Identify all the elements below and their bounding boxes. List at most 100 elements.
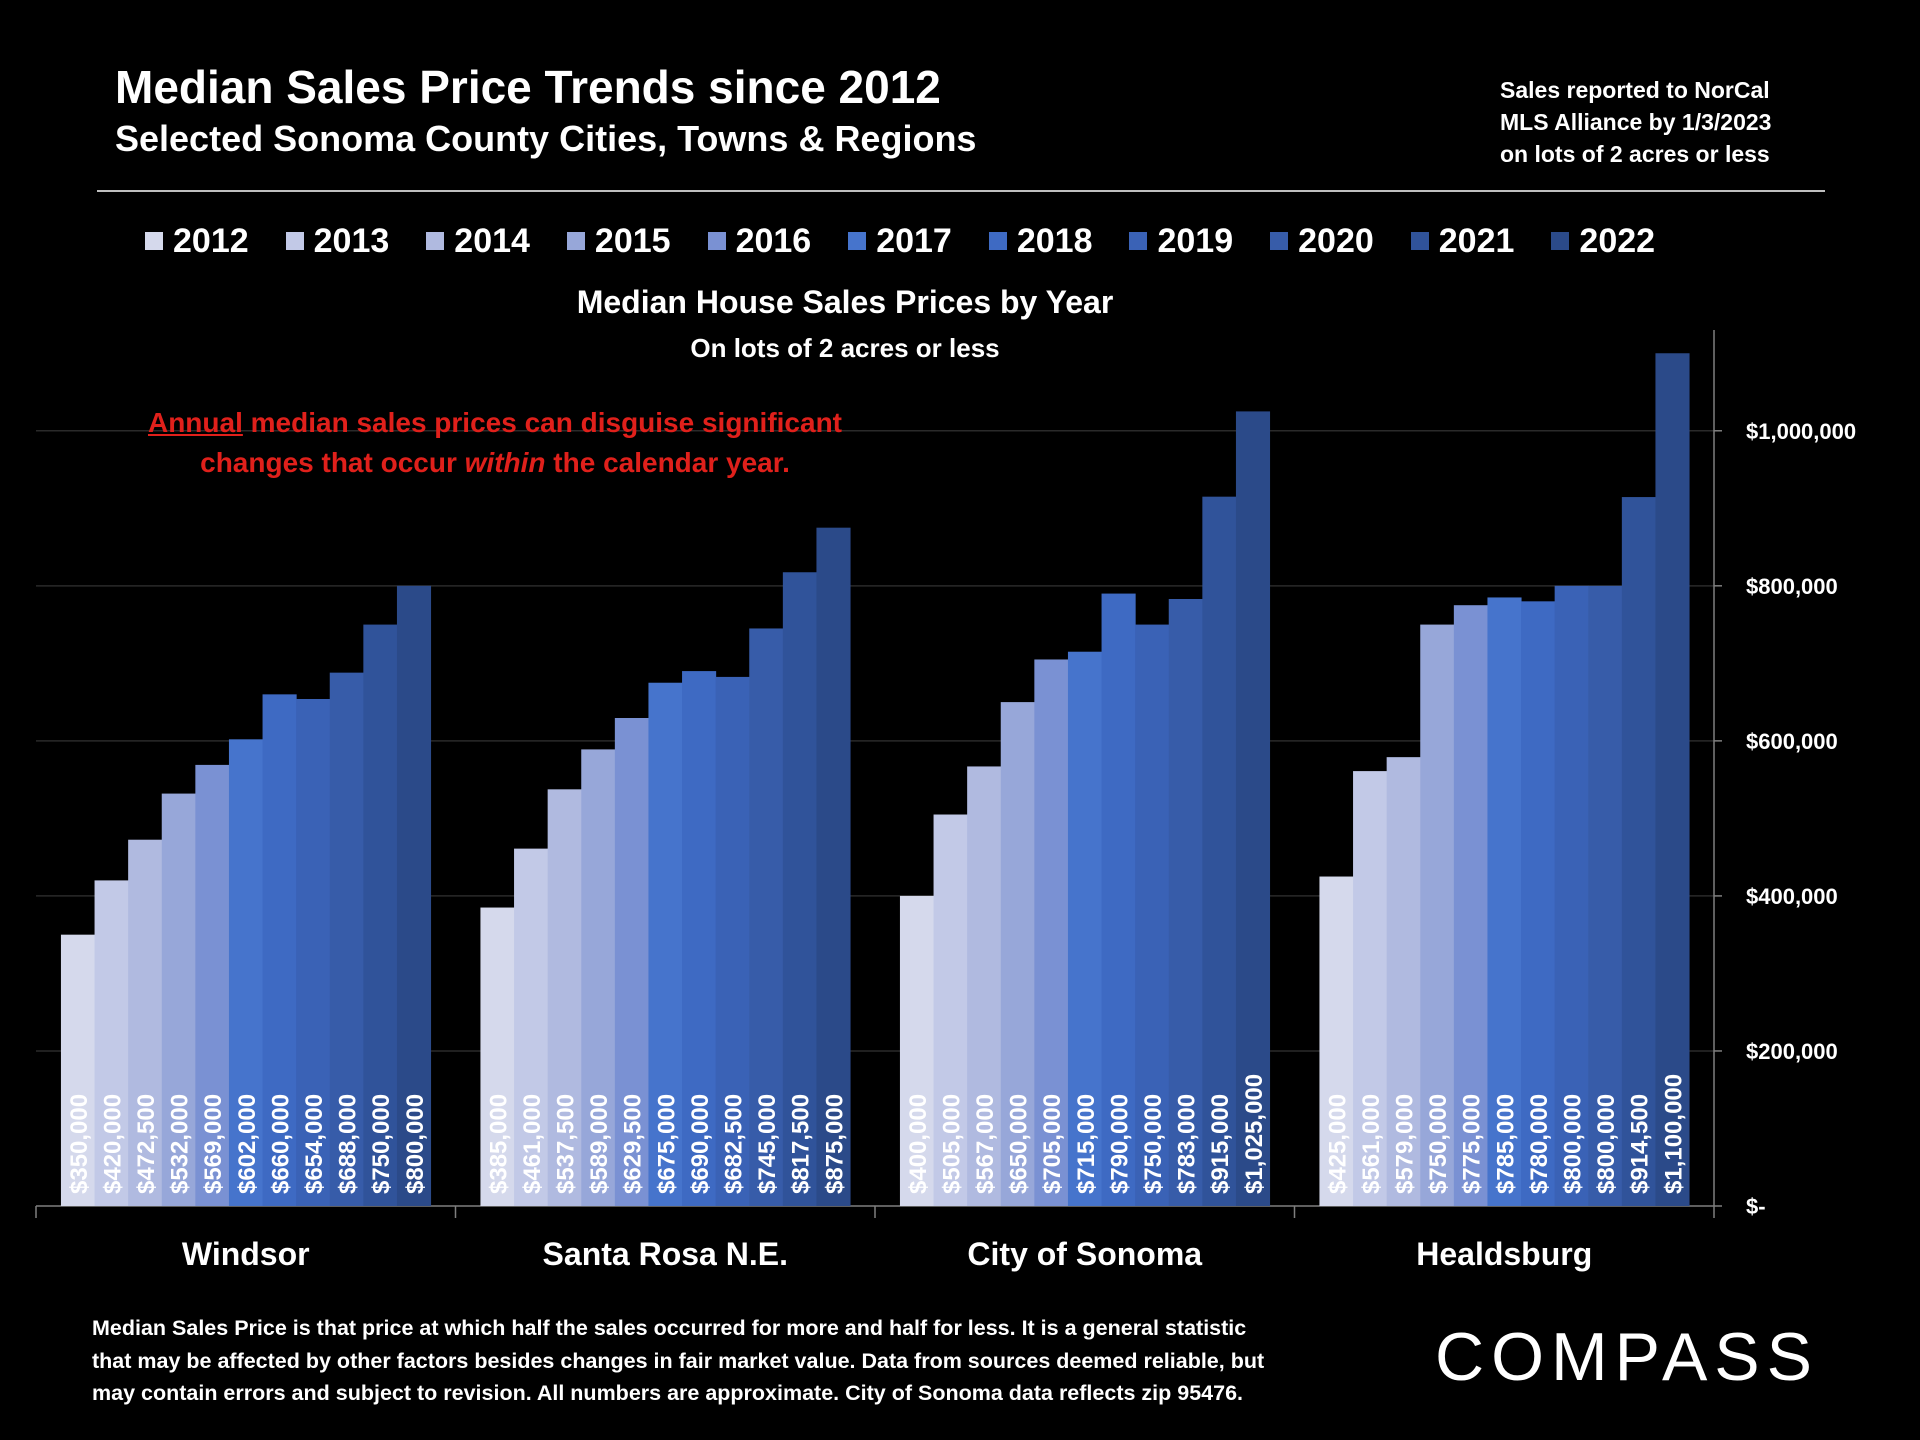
legend-label: 2020 [1298,221,1374,260]
bar-2017 [1067,651,1103,1206]
bar-2018 [1101,593,1136,1206]
legend-label: 2019 [1157,221,1234,260]
bar-2016 [1034,659,1069,1206]
chart-annotation: Annual median sales prices can disguise … [130,403,860,483]
data-label: $461,000 [519,1094,546,1194]
bar-2019 [1554,585,1589,1206]
bar-2022 [396,585,432,1206]
legend-swatch [285,232,304,250]
data-label: $682,500 [720,1094,747,1194]
bar-2012 [480,907,515,1206]
bar-2020 [1588,585,1623,1206]
source-line: on lots of 2 acres or less [1500,141,1770,167]
data-label: $800,000 [1559,1094,1586,1194]
data-label: $589,000 [586,1094,613,1194]
data-label: $1,025,000 [1241,1074,1268,1194]
bar-2015 [581,749,616,1206]
bar-2016 [614,717,649,1206]
data-label: $715,000 [1073,1094,1100,1194]
bar-2014 [1386,757,1421,1206]
annotation-text: the calendar year. [545,447,790,478]
category-label: Santa Rosa N.E. [543,1236,788,1272]
bar-2016 [195,764,230,1206]
page-title: Median Sales Price Trends since 2012 [115,61,941,113]
data-label: $750,000 [1140,1094,1167,1194]
data-label: $785,000 [1492,1094,1519,1194]
legend-item: 2020 [1270,222,1374,261]
bar-2022 [1235,411,1271,1207]
data-label: $750,000 [368,1094,395,1194]
category-label: City of Sonoma [967,1236,1202,1272]
legend-item: 2022 [1551,222,1655,261]
data-label: $350,000 [66,1094,93,1194]
bar-2019 [715,676,750,1206]
data-label: $800,000 [1593,1094,1620,1194]
legend-item: 2019 [1129,222,1233,261]
bar-2021 [1621,497,1656,1206]
data-label: $750,000 [1425,1094,1452,1194]
bar-2021 [1202,496,1237,1206]
data-label: $650,000 [1006,1094,1033,1194]
data-label: $505,000 [938,1094,965,1194]
bar-2022 [1655,353,1690,1207]
legend-swatch [988,232,1007,250]
data-label: $425,000 [1324,1094,1351,1194]
legend-swatch [1410,232,1429,250]
legend-swatch [1551,232,1570,250]
data-label: $654,000 [301,1094,328,1194]
legend-item: 2014 [426,222,530,261]
data-label: $561,000 [1358,1094,1385,1194]
data-label: $629,500 [620,1094,647,1194]
source-line: Sales reported to NorCal [1500,77,1770,103]
bar-2020 [749,628,784,1206]
data-label: $817,500 [788,1094,815,1194]
data-label: $660,000 [267,1094,294,1194]
bar-2013 [1353,771,1388,1206]
data-label: $569,000 [200,1094,227,1194]
y-tick-label: $200,000 [1746,1039,1838,1064]
bar-2017 [648,682,683,1206]
legend-label: 2017 [876,221,952,260]
data-label: $400,000 [905,1094,932,1194]
bar-2017 [228,739,264,1206]
data-label: $745,000 [754,1094,781,1194]
bar-2014 [128,839,163,1206]
bar-2022 [816,527,851,1206]
data-label: $472,500 [133,1094,160,1194]
y-tick-label: $- [1746,1194,1766,1219]
bar-2018 [682,671,717,1206]
data-label: $567,000 [972,1094,999,1194]
data-label: $579,000 [1391,1094,1418,1194]
data-label: $790,000 [1106,1094,1133,1194]
legend-label: 2012 [173,221,249,260]
bar-2015 [161,793,196,1206]
data-label: $537,500 [552,1094,579,1194]
bar-2014 [547,789,582,1206]
data-label: $675,000 [653,1094,680,1194]
data-label: $783,000 [1174,1094,1201,1194]
data-label: $688,000 [335,1094,362,1194]
data-label: $914,500 [1627,1094,1654,1194]
y-tick-label: $600,000 [1746,729,1838,754]
data-label: $705,000 [1039,1094,1066,1194]
legend-swatch [1270,232,1289,250]
y-tick-label: $800,000 [1746,574,1838,599]
legend-swatch [707,232,726,250]
footnote-line: Median Sales Price is that price at whic… [92,1316,1247,1340]
footnote: Median Sales Price is that price at whic… [92,1312,1382,1410]
bar-2012 [899,895,935,1206]
data-label: $915,000 [1207,1094,1234,1194]
bar-2017 [1487,597,1522,1206]
bar-2013 [514,848,549,1206]
chart-legend: 2012 2013 2014 2015 2016 2017 2018 2019 2020 2021… [145,218,1692,264]
data-label: $1,100,000 [1660,1074,1687,1194]
bar-2016 [1453,605,1488,1206]
data-label: $775,000 [1459,1094,1486,1194]
data-label: $690,000 [687,1094,714,1194]
source-line: MLS Alliance by 1/3/2023 [1500,109,1772,135]
legend-item: 2021 [1410,222,1514,261]
legend-item: 2013 [285,222,389,261]
footnote-line: may contain errors and subject to revisi… [92,1381,1243,1405]
bar-2018 [1521,601,1556,1206]
